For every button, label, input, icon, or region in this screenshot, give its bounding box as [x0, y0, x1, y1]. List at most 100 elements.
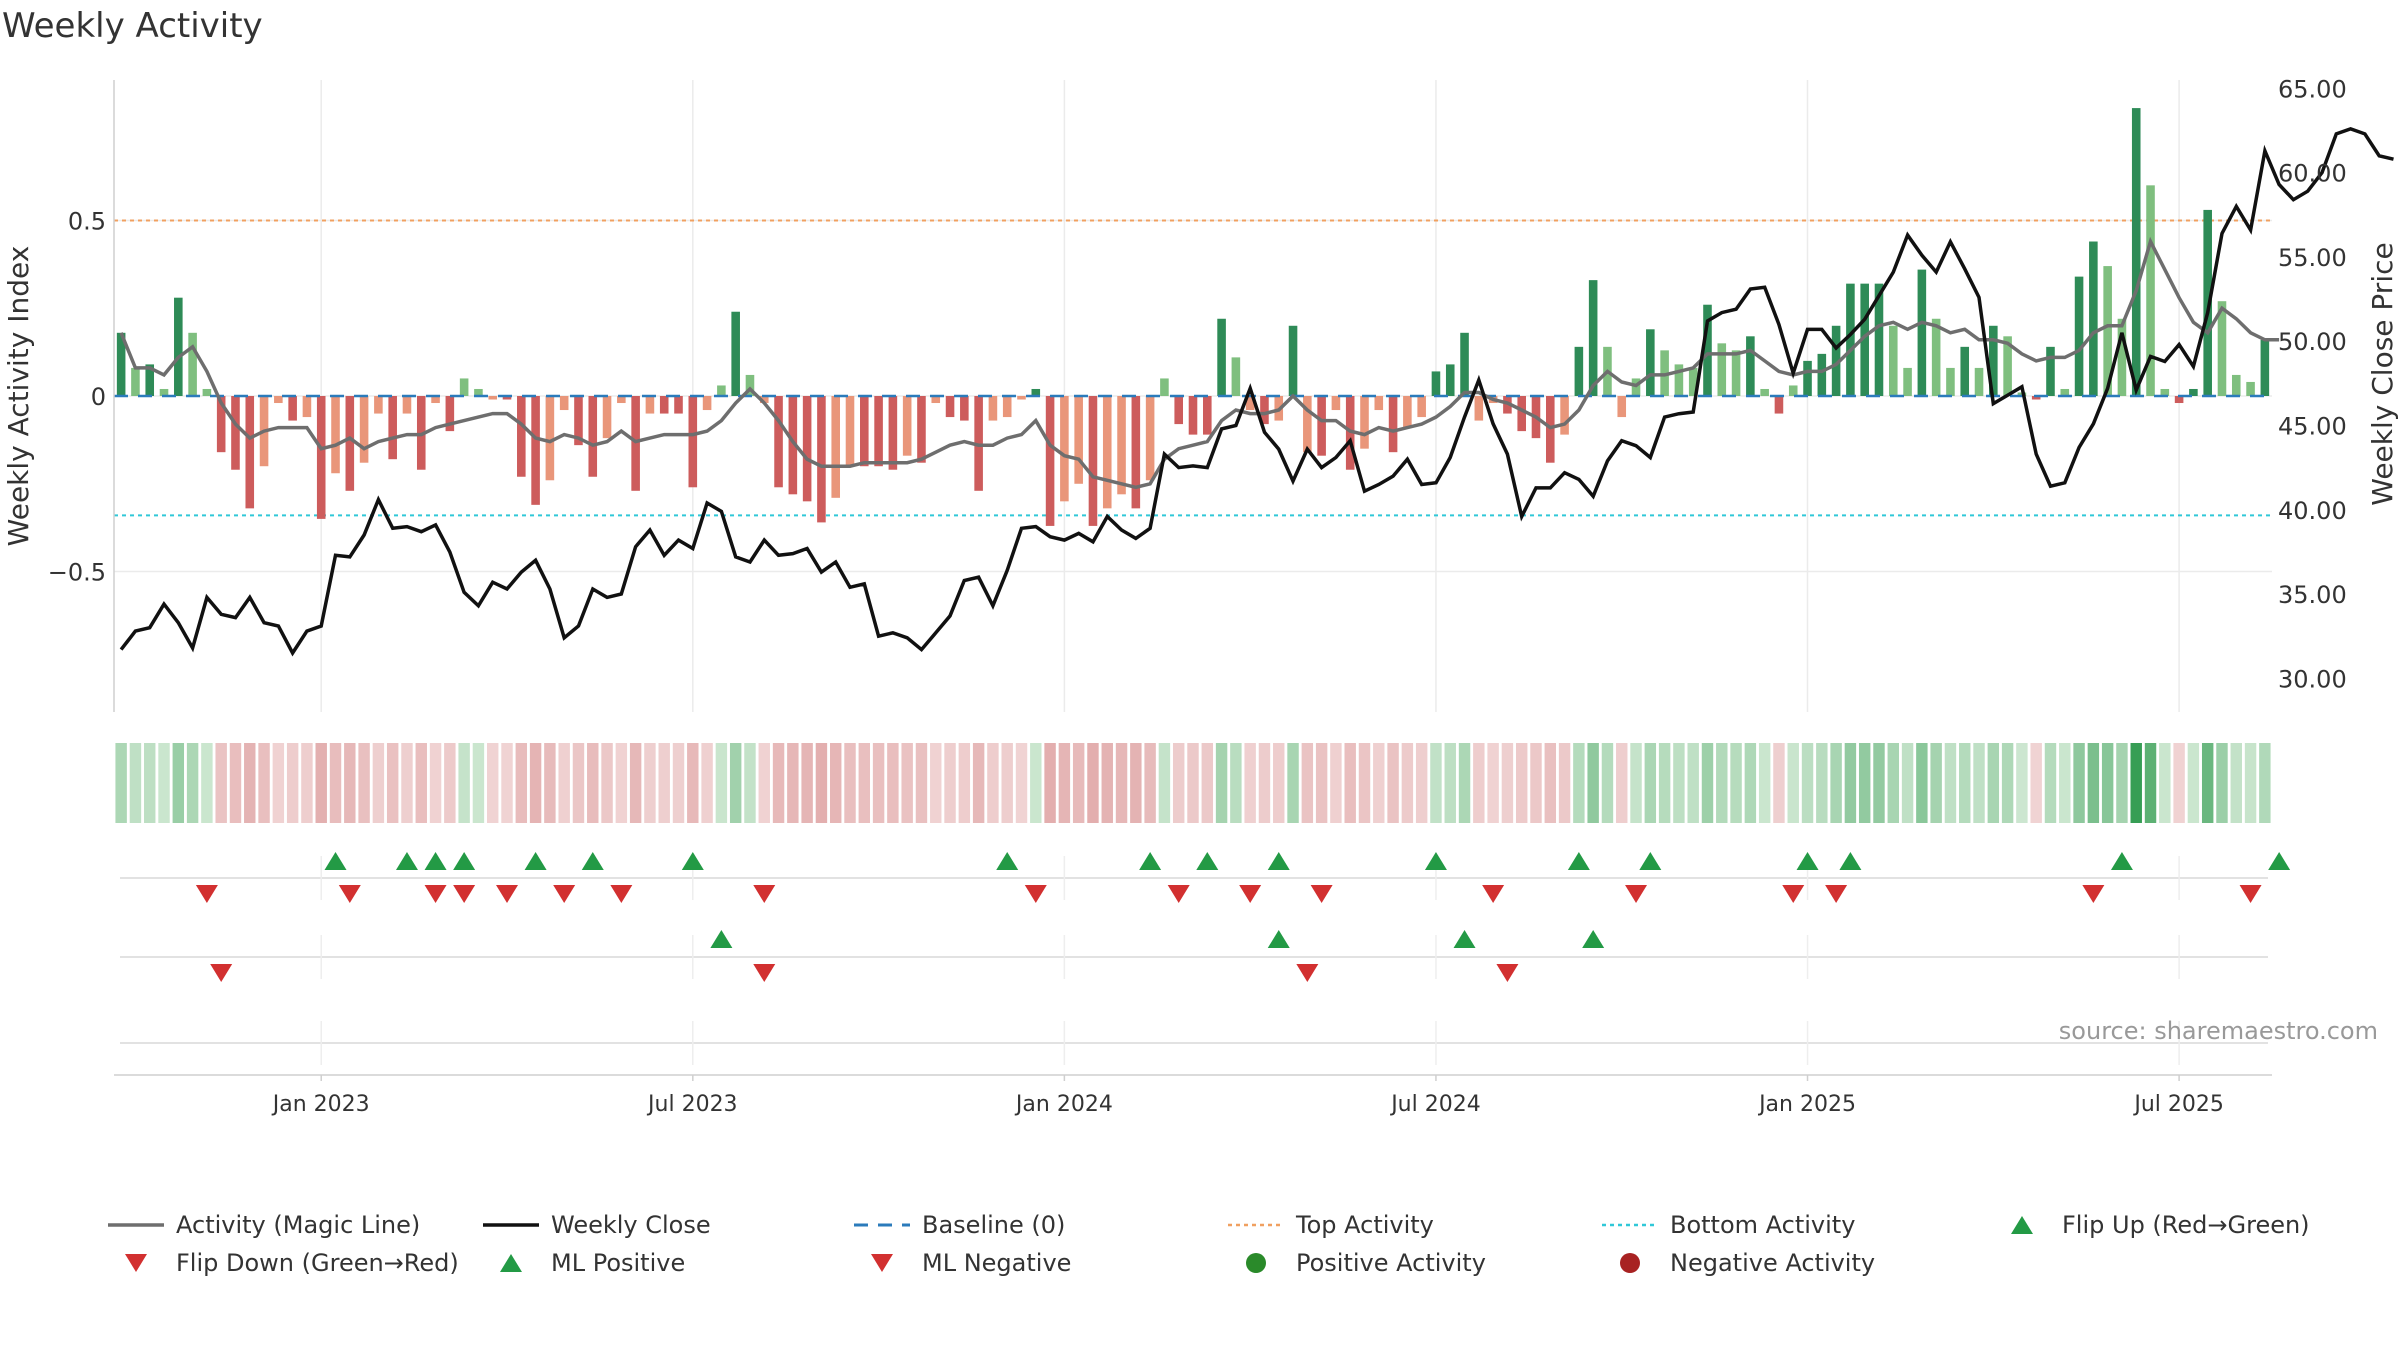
heat-cell	[1273, 743, 1285, 823]
heat-cell	[1916, 743, 1928, 823]
ml-positive-marker	[1267, 930, 1290, 948]
legend-swatch-tri-up	[500, 1254, 522, 1272]
y-right-label: Weekly Close Price	[2366, 242, 2399, 505]
heat-cell	[1330, 743, 1342, 823]
activity-bar	[659, 396, 669, 414]
activity-bar	[2103, 266, 2112, 396]
heat-cell	[1044, 743, 1056, 823]
flip-down-marker	[1782, 885, 1805, 903]
heat-cell	[115, 743, 127, 823]
flip-up-marker	[1267, 852, 1290, 870]
flip-down-marker	[1825, 885, 1848, 903]
heat-cell	[1015, 743, 1028, 823]
activity-bar	[731, 311, 740, 396]
heat-cell	[2130, 743, 2142, 823]
activity-bar	[459, 378, 469, 396]
heat-cell	[272, 743, 285, 823]
heat-cell	[1830, 743, 1842, 823]
activity-bar	[702, 396, 712, 411]
activity-bar	[602, 396, 612, 439]
heat-cell	[429, 743, 442, 823]
activity-bar	[1388, 396, 1398, 453]
heat-cell	[1758, 743, 1771, 823]
heat-cell	[1944, 743, 1957, 823]
activity-bar	[1931, 318, 1941, 396]
activity-bar	[1474, 396, 1484, 421]
heat-cell	[1215, 743, 1228, 823]
activity-bar	[231, 396, 240, 470]
heat-cell	[286, 743, 299, 823]
activity-bar	[1145, 396, 1155, 481]
heat-cell	[144, 743, 156, 823]
activity-bar	[2060, 388, 2070, 396]
activity-bar	[1217, 318, 1226, 396]
heat-cell	[1201, 743, 1214, 823]
activity-bar	[359, 396, 369, 463]
heat-cell	[930, 743, 942, 823]
activity-bar	[2231, 374, 2241, 396]
heat-cell	[2216, 743, 2228, 823]
heat-cell	[172, 743, 185, 823]
flip-up-marker	[1567, 852, 1590, 870]
weekly-close-path	[119, 127, 2394, 657]
heat-cell	[2087, 743, 2100, 823]
activity-bar	[2217, 301, 2227, 396]
activity-bar	[1045, 396, 1055, 526]
legend-label: Activity (Magic Line)	[176, 1211, 420, 1239]
flip-up-marker	[453, 852, 476, 870]
legend-label: Flip Down (Green→Red)	[176, 1249, 459, 1277]
activity-bar	[1731, 350, 1741, 396]
flip-down-marker	[424, 885, 447, 903]
activity-bar	[302, 396, 312, 418]
activity-bar	[931, 396, 941, 404]
activity-bar	[1917, 269, 1927, 396]
heat-cell	[1315, 743, 1328, 823]
heat-cell	[744, 743, 756, 823]
heat-cell	[129, 743, 142, 823]
activity-bar	[802, 396, 812, 502]
heat-cell	[1358, 743, 1371, 823]
activity-bar	[717, 385, 726, 396]
heat-cell	[729, 743, 742, 823]
heat-cell	[2073, 743, 2085, 823]
activity-bar	[1989, 325, 1998, 396]
x-tick-label: Jul 2025	[2132, 1092, 2224, 1117]
heat-cell	[1501, 743, 1514, 823]
flip-up-marker	[1139, 852, 1162, 870]
activity-bar	[860, 396, 869, 467]
activity-bar	[1131, 396, 1141, 509]
heat-cell	[1973, 743, 1985, 823]
heat-cell	[186, 743, 199, 823]
source-note: source: sharemaestro.com	[2059, 1017, 2378, 1045]
activity-bar	[431, 396, 440, 404]
heat-cell	[2201, 743, 2214, 823]
activity-bar	[988, 396, 998, 421]
flip-up-marker	[996, 852, 1019, 870]
activity-bar	[874, 396, 883, 467]
activity-bar	[2246, 381, 2255, 396]
heat-cell	[1101, 743, 1113, 823]
activity-bar	[1960, 346, 1970, 396]
heat-cell	[1844, 743, 1857, 823]
activity-bar	[674, 396, 683, 414]
legend-swatch-tri-down	[871, 1254, 893, 1272]
activity-bar	[1817, 353, 1827, 396]
activity-bar	[559, 396, 569, 411]
activity-bar	[445, 396, 455, 432]
legend-label: Top Activity	[1295, 1211, 1434, 1239]
activity-bar	[202, 388, 212, 396]
activity-bar	[688, 396, 698, 488]
flip-down-marker	[1625, 885, 1648, 903]
heat-cell	[1344, 743, 1356, 823]
heat-cell	[2001, 743, 2014, 823]
heat-cell	[858, 743, 871, 823]
heat-cell	[386, 743, 399, 823]
activity-bar	[174, 297, 183, 396]
heat-cell	[1858, 743, 1871, 823]
activity-bar	[1888, 325, 1898, 396]
activity-bar	[216, 396, 226, 453]
activity-bar	[1074, 396, 1083, 484]
activity-bar	[588, 396, 598, 477]
legend-swatch-tri-down	[125, 1254, 147, 1272]
